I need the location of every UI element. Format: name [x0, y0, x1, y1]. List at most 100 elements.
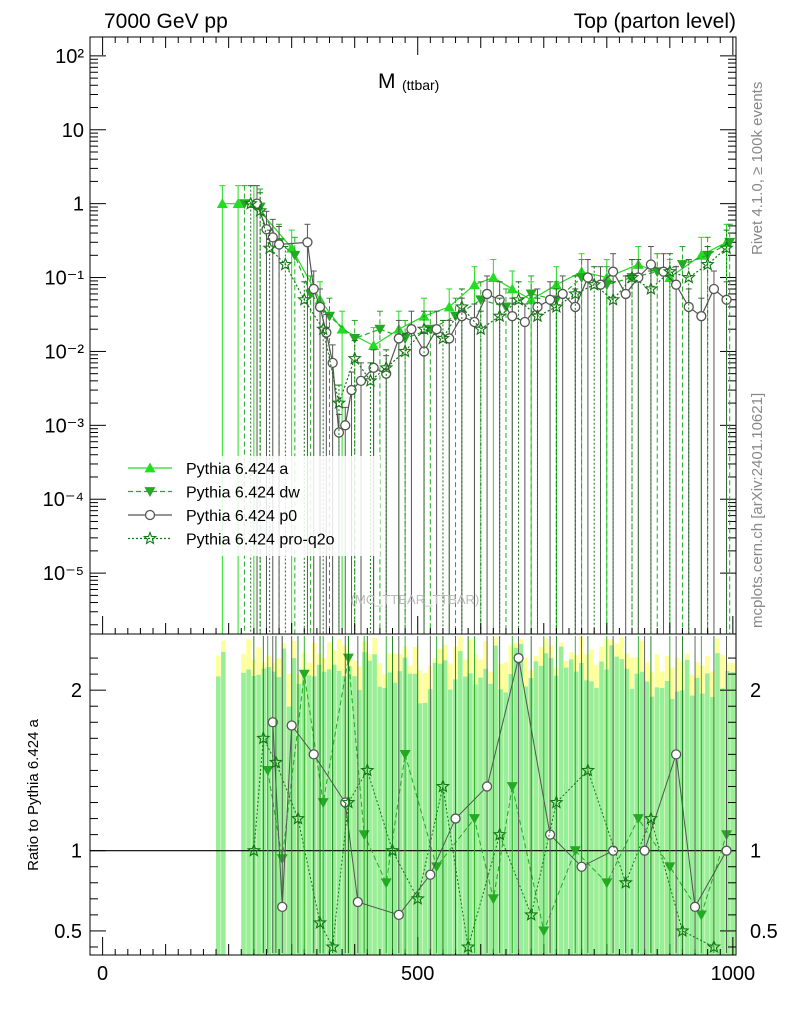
ratio-data-point [262, 766, 274, 776]
ratio-band-green [523, 686, 529, 955]
main-data-point [340, 420, 351, 431]
ratio-band-green [286, 706, 292, 955]
ratio-data-point [569, 846, 581, 857]
main-data-point [473, 321, 488, 336]
ratio-data-point [399, 749, 411, 760]
ratio-data-point [267, 717, 278, 728]
ratio-band-green [584, 680, 589, 955]
ratio-band-green [246, 669, 251, 955]
main-data-point [506, 283, 518, 294]
ratio-band-green [407, 673, 413, 955]
ratio-band-green [357, 689, 362, 955]
ratio-data-point [425, 869, 436, 880]
main-data-point [557, 288, 568, 300]
ratio-data-point [601, 878, 613, 889]
ratio-ylabel: Ratio to Pythia 6.424 a [25, 718, 42, 870]
main-data-point [355, 375, 367, 386]
ratio-y-tick-label-right: 2 [750, 680, 761, 702]
main-data-point [544, 294, 556, 305]
main-data-point [683, 301, 694, 313]
ratio-band-green [594, 687, 599, 955]
ratio-data-point [468, 814, 480, 825]
main-data-point [273, 239, 285, 250]
x-axis: 0 500 1000 [97, 37, 755, 985]
ratio-data-point [435, 779, 451, 793]
ratio-data-point [538, 926, 550, 937]
ratio-data-point [695, 910, 707, 921]
ratio-data-point [721, 845, 732, 856]
side-text-top: Rivet 4.1.0, ≥ 100k events [749, 82, 766, 255]
ratio-band-green [639, 671, 645, 955]
ratio-data-point [549, 794, 564, 809]
ratio-data-point [481, 781, 493, 792]
main-data-point [645, 259, 657, 270]
main-data-point [406, 324, 417, 335]
main-data-point [676, 260, 688, 271]
ratio-data-point [450, 813, 461, 824]
ratio-band-green [533, 661, 539, 955]
main-data-point [620, 288, 631, 300]
plot-title-sub: (ttbar) [402, 77, 439, 93]
main-data-point [331, 395, 347, 410]
ratio-data-point [256, 730, 271, 745]
main-data-point [724, 237, 736, 248]
main-data-point [695, 249, 707, 260]
x-tick-label: 1000 [711, 963, 756, 985]
main-data-point [475, 295, 487, 306]
ratio-data-point [689, 901, 701, 912]
main-data-point [379, 360, 394, 374]
ratio-band-green [463, 676, 468, 955]
ratio-series-line [253, 736, 715, 949]
ratio-series-line [272, 657, 727, 916]
ratio-band-green [649, 696, 655, 955]
ratio-band-green [715, 653, 720, 955]
ratio-data-point [675, 923, 690, 938]
ratio-y-tick-label-right: 0.5 [750, 921, 778, 943]
ratio-band-green [352, 676, 357, 955]
main-data-point [316, 321, 331, 336]
main-data-point [253, 203, 268, 217]
ratio-band-green [518, 643, 524, 955]
ratio-band-green [332, 664, 337, 955]
ratio-band-green [241, 672, 246, 955]
ratio-band-green [488, 683, 493, 955]
main-y-tick-label: 10⁻⁴ [43, 489, 84, 511]
main-data-point [487, 272, 499, 282]
ratio-band-green [321, 671, 327, 955]
ratio-band-green [306, 675, 312, 955]
main-series-2 [251, 185, 732, 634]
main-data-point [454, 299, 470, 314]
main-data-point [700, 257, 715, 271]
main-y-tick-label: 10 [62, 120, 84, 142]
main-data-point [708, 283, 720, 295]
ratio-band-green [568, 659, 574, 955]
ratio-band-green [382, 687, 387, 955]
ratio-data-point [506, 782, 518, 792]
main-data-point [568, 286, 583, 301]
ratio-band-green [730, 672, 735, 955]
main-y-tick-label: 1 [73, 194, 84, 216]
ratio-data-point [513, 652, 524, 664]
main-data-point [492, 308, 507, 323]
ratio-band-green [216, 676, 221, 955]
ratio-band-green [422, 702, 428, 955]
ratio-band-green [659, 687, 665, 955]
ratio-data-point [380, 878, 392, 889]
header-left: 7000 GeV pp [104, 10, 228, 33]
main-data-point [624, 269, 640, 284]
ratio-data-point [277, 901, 288, 912]
ratio-band-green [483, 668, 488, 955]
main-data-point [456, 311, 467, 322]
ratio-band-green [291, 658, 297, 955]
main-data-point [363, 373, 378, 387]
ratio-band-green [468, 673, 473, 955]
main-data-point [507, 311, 518, 322]
main-data-point [347, 351, 362, 365]
ratio-data-point [639, 845, 650, 856]
main-data-point [643, 281, 659, 295]
main-data-point [468, 279, 480, 290]
legend: Pythia 6.424 a Pythia 6.424 dw Pythia 6.42… [120, 456, 380, 556]
ratio-data-point [360, 762, 375, 777]
main-data-point [308, 283, 319, 295]
